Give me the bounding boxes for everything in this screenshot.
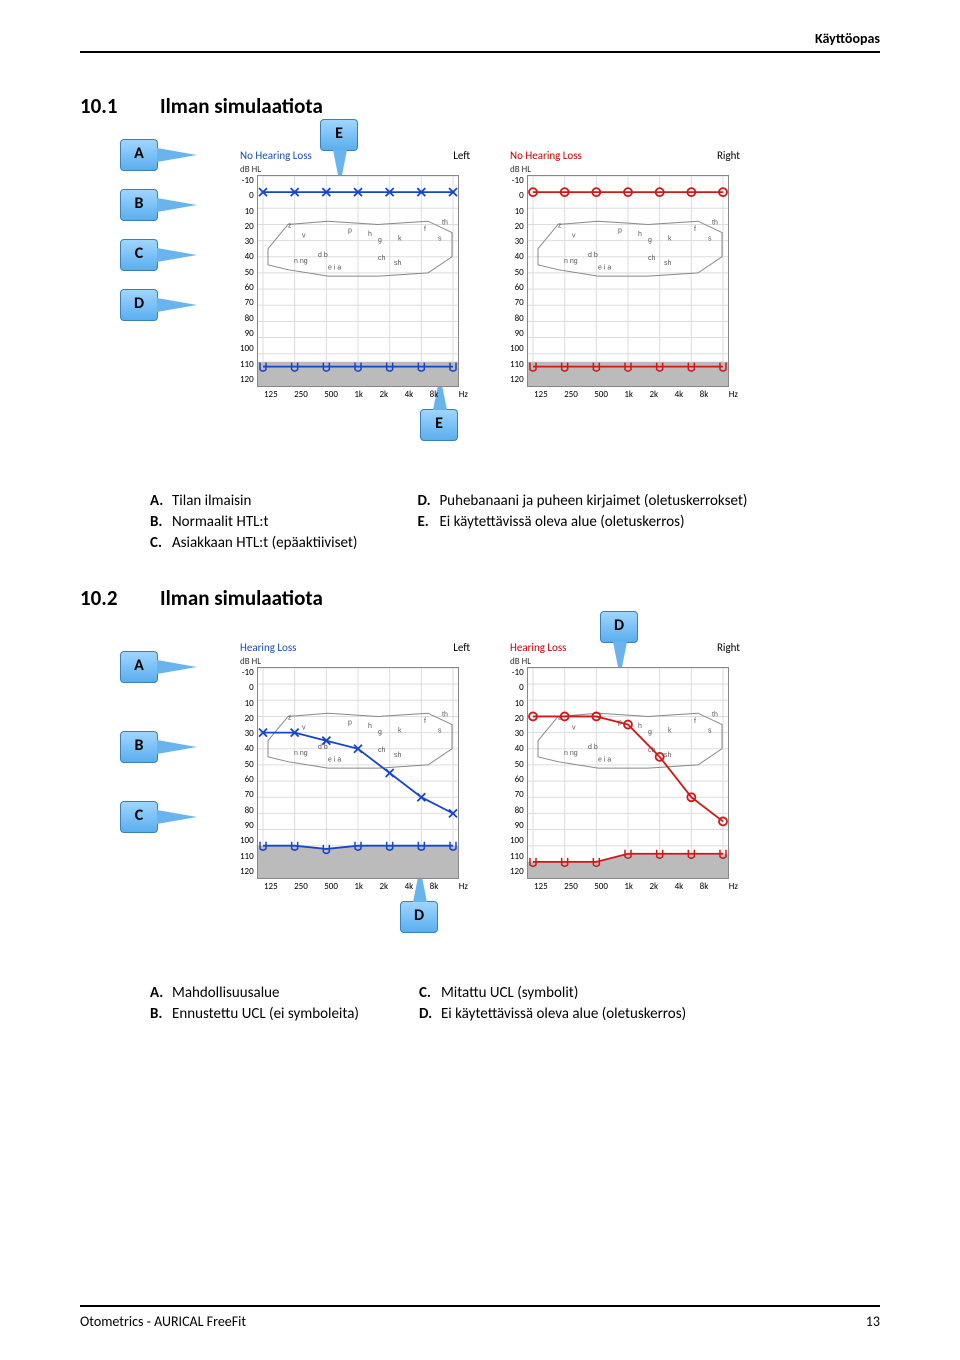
svg-text:p: p (348, 228, 352, 235)
callout-e: E (320, 119, 358, 151)
svg-text:z: z (288, 715, 292, 722)
svg-text:th: th (712, 219, 718, 226)
callout-c: C (120, 239, 158, 271)
page-footer: Otometrics - AURICAL FreeFit 13 (80, 1305, 880, 1330)
svg-text:f: f (424, 226, 426, 233)
legend-item: A.Tilan ilmaisin (150, 492, 357, 510)
svg-text:z: z (288, 223, 292, 230)
legend-item: D.Ei käytettävissä oleva alue (oletusker… (419, 1005, 686, 1023)
callout-c: C (120, 801, 158, 833)
figure-10-2: ABCDDHearing LossLeftdB HL-1001020304050… (120, 631, 880, 951)
svg-text:e i a: e i a (598, 265, 611, 272)
footer-right: 13 (866, 1313, 880, 1330)
svg-text:f: f (694, 226, 696, 233)
svg-text:v: v (302, 232, 306, 239)
svg-text:v: v (572, 724, 576, 731)
svg-text:d b: d b (318, 252, 328, 259)
legend-item: B.Normaalit HTL:t (150, 513, 357, 531)
svg-text:th: th (442, 711, 448, 718)
svg-text:f: f (694, 718, 696, 725)
svg-text:e i a: e i a (328, 265, 341, 272)
legend-10-1: A.Tilan ilmaisin B.Normaalit HTL:t C.Asiak… (150, 489, 880, 555)
callout-d: D (400, 901, 438, 933)
svg-text:sh: sh (394, 752, 402, 759)
footer-left: Otometrics - AURICAL FreeFit (80, 1313, 246, 1330)
svg-text:e i a: e i a (598, 757, 611, 764)
svg-text:k: k (398, 728, 402, 735)
callout-e: E (420, 409, 458, 441)
svg-text:s: s (438, 728, 442, 735)
legend-item: C.Asiakkaan HTL:t (epäaktiiviset) (150, 534, 357, 552)
svg-text:p: p (618, 228, 622, 235)
svg-text:sh: sh (664, 260, 672, 267)
svg-text:v: v (572, 232, 576, 239)
svg-text:th: th (712, 711, 718, 718)
svg-text:f: f (424, 718, 426, 725)
callout-d: D (600, 611, 638, 643)
svg-text:k: k (398, 236, 402, 243)
svg-text:th: th (442, 219, 448, 226)
svg-text:d b: d b (588, 252, 598, 259)
svg-text:g: g (378, 729, 382, 736)
svg-text:h: h (638, 231, 642, 238)
section-10-2-heading: 10.2Ilman simulaatiota (80, 585, 880, 611)
svg-text:v: v (302, 724, 306, 731)
svg-text:ch: ch (648, 255, 656, 262)
svg-text:g: g (648, 237, 652, 244)
svg-text:ch: ch (378, 747, 386, 754)
svg-text:s: s (438, 236, 442, 243)
legend-item: E.Ei käytettävissä oleva alue (oletusker… (417, 513, 747, 531)
svg-text:k: k (668, 236, 672, 243)
legend-item: A.Mahdollisuusalue (150, 984, 359, 1002)
callout-b: B (120, 731, 158, 763)
svg-text:p: p (348, 720, 352, 727)
svg-text:h: h (368, 723, 372, 730)
svg-text:k: k (668, 728, 672, 735)
svg-text:sh: sh (394, 260, 402, 267)
section-10-1-heading: 10.1Ilman simulaatiota (80, 93, 880, 119)
svg-text:n ng: n ng (564, 258, 578, 265)
svg-text:h: h (638, 723, 642, 730)
svg-text:g: g (648, 729, 652, 736)
callout-a: A (120, 651, 158, 683)
svg-text:s: s (708, 236, 712, 243)
callout-b: B (120, 189, 158, 221)
svg-text:z: z (558, 223, 562, 230)
svg-text:e i a: e i a (328, 757, 341, 764)
svg-text:d b: d b (588, 744, 598, 751)
legend-10-2: A.Mahdollisuusalue B.Ennustettu UCL (ei s… (150, 981, 880, 1026)
svg-text:h: h (368, 231, 372, 238)
callout-d: D (120, 289, 158, 321)
header-doc-type: Käyttöopas (80, 30, 880, 53)
legend-item: B.Ennustettu UCL (ei symboleita) (150, 1005, 359, 1023)
svg-text:s: s (708, 728, 712, 735)
legend-item: C.Mitattu UCL (symbolit) (419, 984, 686, 1002)
svg-text:g: g (378, 237, 382, 244)
figure-10-1: ABCDEENo Hearing LossLeftdB HL-100102030… (120, 139, 880, 459)
callout-a: A (120, 139, 158, 171)
svg-text:n ng: n ng (294, 750, 308, 757)
legend-item: D.Puhebanaani ja puheen kirjaimet (oletu… (417, 492, 747, 510)
svg-text:ch: ch (378, 255, 386, 262)
svg-text:sh: sh (664, 752, 672, 759)
svg-text:n ng: n ng (294, 258, 308, 265)
svg-text:n ng: n ng (564, 750, 578, 757)
